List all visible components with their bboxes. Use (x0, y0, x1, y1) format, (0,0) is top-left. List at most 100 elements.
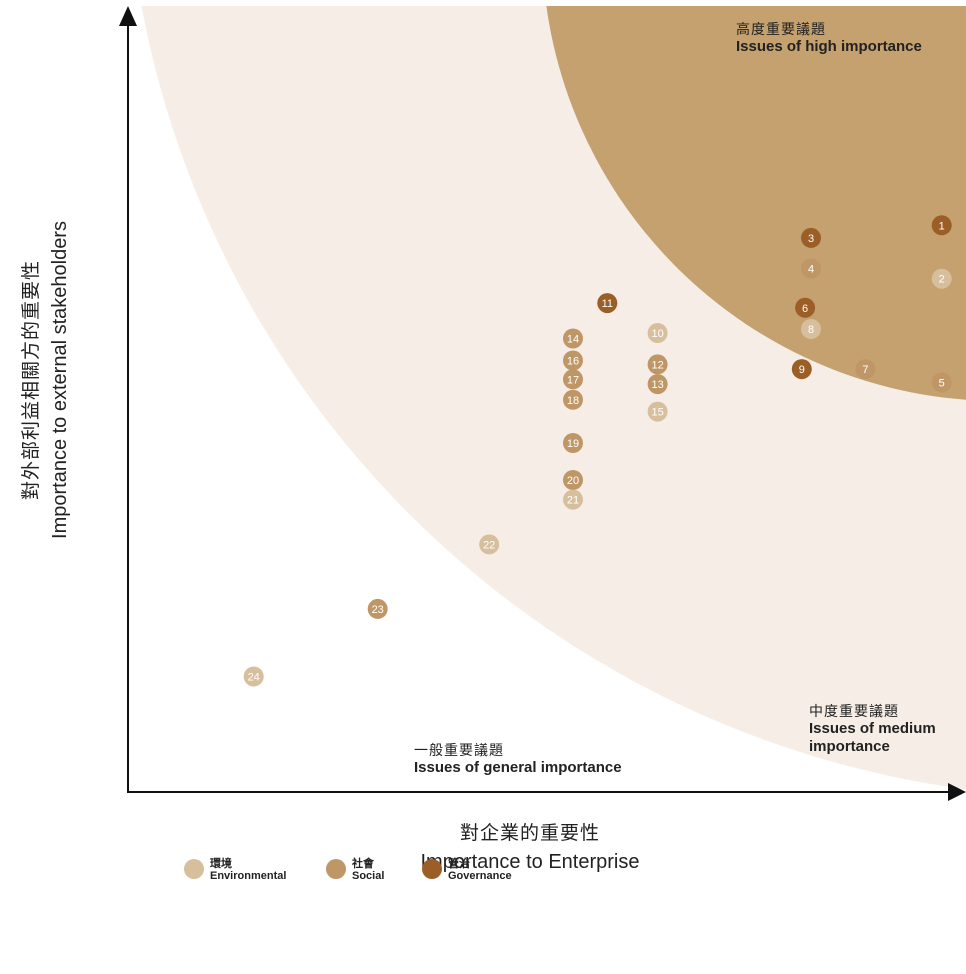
issue-point-marker (563, 350, 583, 371)
issue-point-label: 1 (939, 220, 945, 232)
zone-general-zh: 一般重要議題 (414, 742, 504, 758)
issue-point-label: 24 (248, 672, 260, 684)
legend-dot-social (326, 859, 346, 879)
zone-medium-en: Issues of medium importance (809, 720, 936, 755)
y-axis-title-zh: 對外部利益相關方的重要性 (21, 259, 42, 501)
issue-point-8: 8 (801, 319, 821, 339)
issue-point-marker (801, 319, 821, 339)
issue-point-label: 17 (567, 374, 579, 386)
zone-medium-zh: 中度重要議題 (809, 703, 899, 719)
legend-dot-environmental (184, 859, 204, 879)
issue-point-10: 10 (647, 323, 668, 343)
issue-point-label: 10 (651, 328, 663, 340)
issue-point-marker (367, 598, 388, 619)
issue-point-label: 13 (651, 379, 663, 391)
zone-label-general: 一般重要議題 Issues of general importance (414, 741, 622, 777)
issue-point-20: 20 (563, 470, 583, 490)
legend-governance-zh: 管治 (448, 858, 470, 870)
issue-point-marker (563, 369, 583, 390)
x-axis-title-zh: 對企業的重要性 (459, 823, 600, 844)
legend-environmental-zh: 環境 (210, 858, 232, 870)
zone-label-medium: 中度重要議題 Issues of medium importance (809, 702, 966, 756)
issue-point-marker (563, 433, 583, 453)
issue-point-label: 8 (808, 324, 814, 336)
issue-point-label: 21 (567, 495, 579, 507)
issue-point-label: 11 (602, 298, 613, 310)
y-axis-title-en: Importance to external stakeholders (49, 221, 71, 539)
zone-general-en: Issues of general importance (414, 759, 622, 776)
issue-point-label: 18 (567, 395, 579, 407)
issue-point-label: 15 (651, 407, 663, 419)
issue-point-4: 4 (801, 258, 821, 279)
x-axis-title-en: Importance to Enterprise (420, 851, 640, 873)
issue-point-marker (931, 372, 952, 393)
issue-point-marker (563, 328, 583, 349)
legend-social-zh: 社會 (352, 858, 374, 870)
issue-point-label: 12 (651, 359, 663, 371)
issue-point-3: 3 (801, 227, 821, 248)
legend-environmental: 環境 Environmental (184, 858, 286, 882)
issue-point-1: 1 (931, 215, 952, 236)
issue-point-17: 17 (563, 369, 583, 390)
issue-point-21: 21 (563, 489, 583, 510)
x-axis-title: 對企業的重要性 Importance to Enterprise (330, 818, 730, 874)
issue-point-label: 20 (567, 475, 579, 487)
issue-point-label: 3 (808, 233, 814, 245)
zone-label-high: 高度重要議題 Issues of high importance (736, 20, 922, 56)
issue-point-label: 14 (567, 334, 579, 346)
legend-social-en: Social (352, 870, 385, 882)
issue-point-15: 15 (647, 401, 668, 422)
x-axis-arrow-icon (948, 783, 966, 801)
high-importance-zone (546, 6, 966, 400)
issue-point-2: 2 (931, 268, 952, 289)
legend-dot-governance (422, 859, 442, 879)
legend-governance: 管治 Governance (422, 858, 512, 882)
issue-point-5: 5 (931, 372, 952, 393)
issue-point-24: 24 (243, 666, 264, 687)
issue-point-marker (795, 297, 816, 318)
issue-point-label: 6 (802, 303, 808, 315)
issue-point-9: 9 (791, 359, 812, 380)
issue-point-6: 6 (795, 297, 816, 318)
issue-point-marker (647, 374, 668, 395)
issue-point-18: 18 (563, 389, 583, 410)
issue-point-marker (243, 666, 264, 687)
issue-point-14: 14 (563, 328, 583, 349)
y-axis-arrow-icon (119, 6, 137, 26)
zone-high-en: Issues of high importance (736, 38, 922, 55)
issue-point-label: 16 (567, 356, 579, 368)
issue-point-marker (647, 354, 668, 375)
issue-point-7: 7 (855, 359, 876, 380)
issue-point-23: 23 (367, 598, 388, 619)
issue-point-16: 16 (563, 350, 583, 371)
issue-point-marker (563, 470, 583, 490)
issue-point-marker (597, 293, 618, 314)
issue-point-marker (855, 359, 876, 380)
issue-point-label: 9 (799, 364, 805, 376)
issue-point-marker (563, 389, 583, 410)
issue-point-marker (647, 323, 668, 343)
issue-point-marker (791, 359, 812, 380)
issue-point-marker (479, 534, 500, 555)
issue-point-marker (931, 268, 952, 289)
issue-point-label: 2 (939, 274, 945, 286)
issue-point-11: 11 (597, 293, 618, 314)
legend-environmental-en: Environmental (210, 870, 287, 882)
issue-point-label: 22 (483, 539, 495, 551)
issue-point-label: 23 (372, 604, 384, 616)
issue-point-12: 12 (647, 354, 668, 375)
issue-point-marker (563, 489, 583, 510)
issue-point-19: 19 (563, 433, 583, 453)
issue-point-13: 13 (647, 374, 668, 395)
legend-social: 社會 Social (326, 858, 384, 882)
issue-point-22: 22 (479, 534, 500, 555)
issue-point-label: 19 (567, 438, 579, 450)
issue-point-label: 5 (939, 378, 945, 390)
zone-high-zh: 高度重要議題 (736, 21, 826, 37)
issue-point-marker (647, 401, 668, 422)
issue-point-marker (801, 227, 821, 248)
issue-point-label: 4 (808, 264, 814, 276)
issue-point-marker (931, 215, 952, 236)
